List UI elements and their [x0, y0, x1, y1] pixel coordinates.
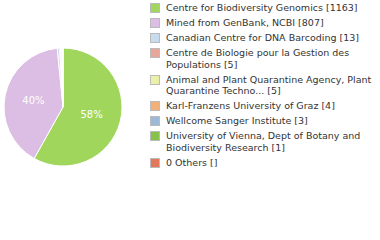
html-text:University of Vienna, Dept of: University of Vienna, Dept of Botany and…: [166, 130, 361, 153]
html-text:Centre de Biologie pour la Ges: Centre de Biologie pour la Gestion des P…: [166, 47, 350, 70]
svg-text:40%: 40%: [22, 95, 44, 106]
html-text:Mined from GenBank, NCBI [807]: Mined from GenBank, NCBI [807]: [166, 17, 324, 28]
html-text:Centre for Biodiversity Genomi: Centre for Biodiversity Genomics [1163]: [166, 2, 358, 13]
html-text:Karl-Franzens University of Gr: Karl-Franzens University of Graz [4]: [166, 100, 335, 111]
html-text:Wellcome Sanger Institute [3]: Wellcome Sanger Institute [3]: [166, 115, 308, 126]
html-text:Animal and Plant Quarantine Ag: Animal and Plant Quarantine Agency, Plan…: [166, 73, 372, 96]
svg-text:58%: 58%: [80, 109, 102, 120]
html-text:0 Others []: 0 Others []: [166, 156, 218, 168]
html-text:Canadian Centre for DNA Barcod: Canadian Centre for DNA Barcoding [13]: [166, 32, 359, 43]
